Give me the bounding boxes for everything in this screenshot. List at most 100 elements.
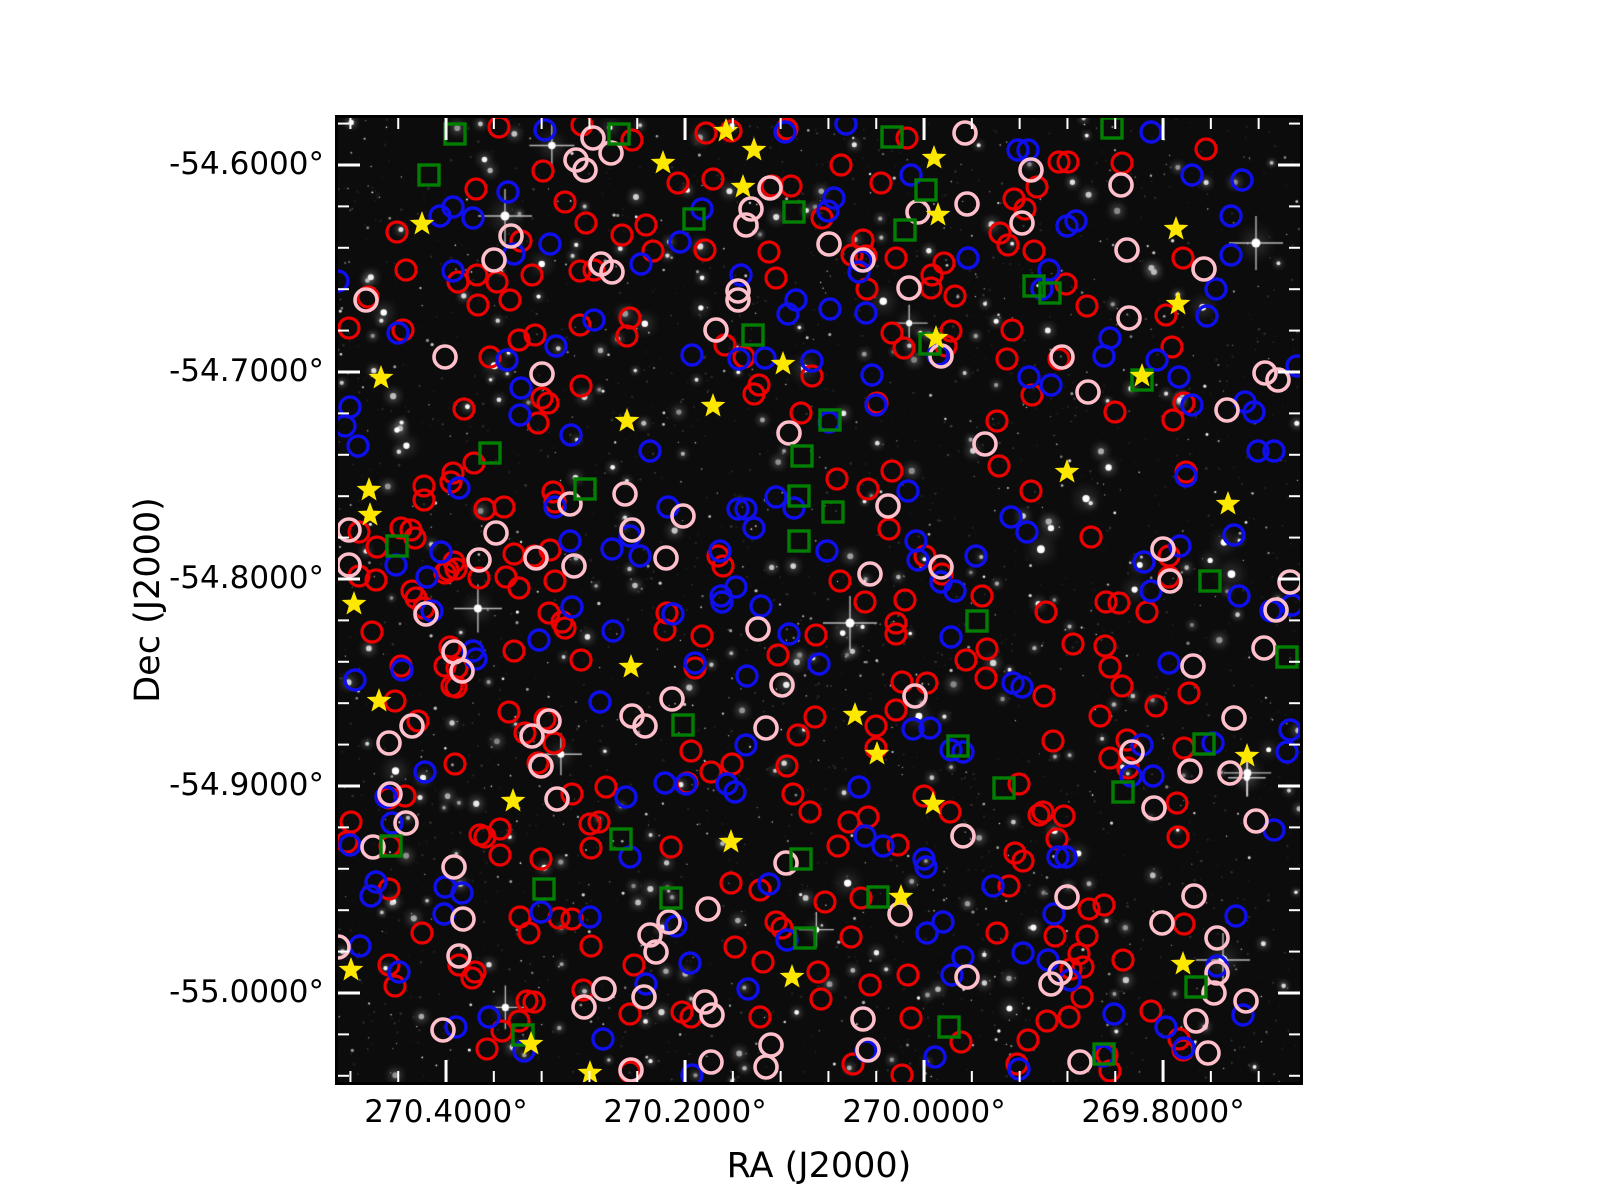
blue_circle-marker [508,403,532,427]
red_circle-marker [446,270,470,294]
green_square-marker [793,926,817,950]
blue_circle-marker [1219,204,1243,228]
red_circle-marker [338,830,359,854]
blue_circle-marker [1227,584,1251,608]
blue_circle-marker [638,439,662,463]
green_square-marker [866,885,890,909]
pink_circle-marker [1233,988,1259,1014]
pink_circle-marker [896,275,922,301]
blue_circle-marker [527,628,551,652]
green_square-marker [1111,780,1135,804]
pink_circle-marker [1009,210,1035,236]
pink_circle-marker [612,481,638,507]
blue_circle-marker [1139,120,1163,144]
blue_circle-marker [1285,354,1300,378]
pink_circle-marker [1191,256,1217,282]
pink_circle-marker [954,964,980,990]
pink_circle-marker [631,984,657,1010]
blue_circle-marker [822,186,846,210]
blue_circle-marker [1224,904,1248,928]
red_circle-marker [1061,632,1085,656]
blue_circle-marker [386,321,410,345]
yellow_star-marker [1054,459,1080,483]
blue_circle-marker [364,870,388,894]
blue_circle-marker [543,495,567,519]
red_circle-marker [579,836,603,860]
red_circle-marker [720,752,744,776]
red_circle-marker [1103,400,1127,424]
red_circle-marker [856,477,880,501]
red_circle-marker [869,171,893,195]
pink_circle-marker [1075,379,1101,405]
red_circle-marker [864,714,888,738]
red_circle-marker [1160,335,1184,359]
red_circle-marker [1110,674,1134,698]
blue_circle-marker [816,199,840,223]
red_circle-marker [690,624,714,648]
red_circle-marker [829,153,853,177]
pink_circle-marker [481,247,507,273]
blue_circle-marker [614,785,638,809]
red_circle-marker [813,890,837,914]
pink_circle-marker [536,708,562,734]
red_circle-marker [1056,150,1080,174]
pink_circle-marker [725,287,751,313]
red_circle-marker [410,921,434,945]
pink_circle-marker [855,1037,881,1063]
red_circle-marker [553,190,577,214]
red_circle-marker [723,935,747,959]
starfield-image [338,118,1300,1082]
red_circle-marker [1172,912,1196,936]
blue_circle-marker [939,738,963,762]
yellow_star-marker [618,654,644,678]
yellow_star-marker [713,118,739,142]
red_circle-marker [701,167,725,191]
blue_circle-marker [1030,277,1054,301]
yellow_star-marker [1215,491,1241,515]
red_circle-marker [610,223,634,247]
pink_circle-marker [757,175,783,201]
blue_circle-marker [1141,764,1165,788]
blue_circle-marker [1017,365,1041,389]
red_circle-marker [803,705,827,729]
blue_circle-marker [1246,439,1270,463]
blue_circle-marker [1180,393,1204,417]
red_circle-marker [693,238,717,262]
pink_circle-marker [1177,758,1203,784]
yellow_star-marker [923,325,949,349]
red_circle-marker [1107,591,1131,615]
blue_circle-marker [1167,365,1191,389]
green_square-marker [417,163,441,187]
red_circle-marker [985,409,1009,433]
red_circle-marker [810,206,834,230]
green_square-marker [573,477,597,501]
pink_circle-marker [338,934,351,960]
blue_circle-marker [348,934,372,958]
blue_circle-marker [1119,764,1143,788]
red_circle-marker [1045,827,1069,851]
pink_circle-marker [544,786,570,812]
blue_circle-marker [729,263,753,287]
blue_circle-marker [346,434,370,458]
y-tick-label: -55.0000° [169,973,324,1010]
red_circle-marker [1041,729,1065,753]
red_circle-marker [659,835,683,859]
pink_circle-marker [1054,884,1080,910]
red_circle-marker [1027,803,1051,827]
red_circle-marker [383,689,407,713]
series-blue_circles [338,118,1300,1082]
green_square-marker [741,323,765,347]
blue_circle-marker [749,594,773,618]
red_circle-marker [488,817,512,841]
yellow_star-marker [409,211,435,235]
red_circle-marker [856,805,880,829]
pink_circle-marker [850,247,876,273]
green_square-marker [789,847,813,871]
red_circle-marker [943,284,967,308]
red_circle-marker [394,258,418,282]
pink_circle-marker [498,223,524,249]
blue_circle-marker [1011,941,1035,965]
pink_circle-marker [643,939,669,965]
blue_circle-marker [1010,675,1034,699]
pink_circle-marker [776,420,802,446]
